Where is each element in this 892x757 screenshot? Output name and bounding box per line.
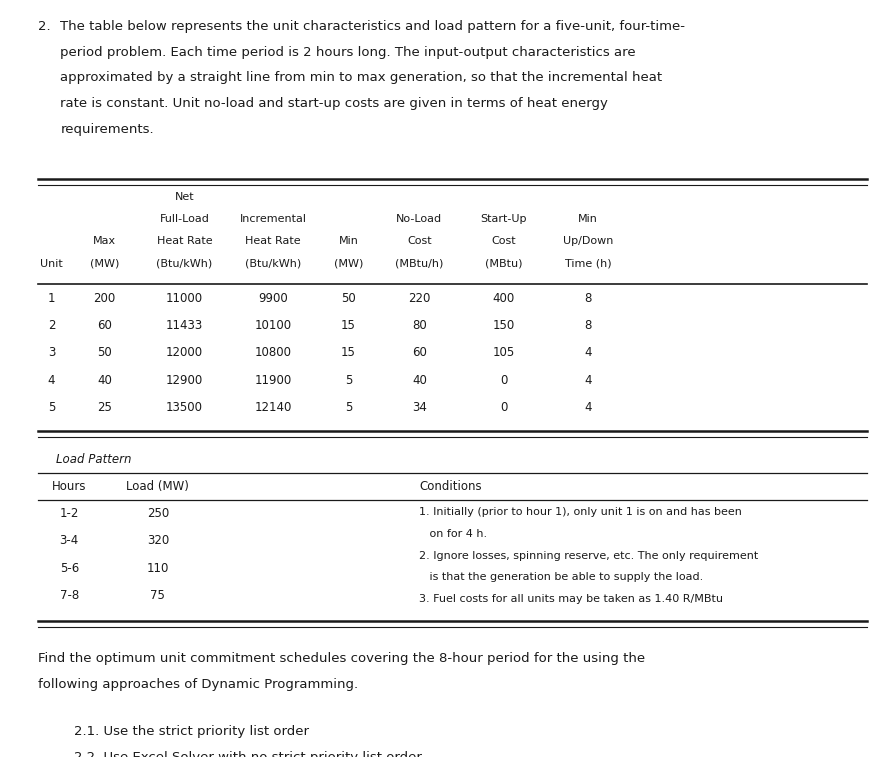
Text: rate is constant. Unit no-load and start-up costs are given in terms of heat ene: rate is constant. Unit no-load and start… <box>61 97 608 111</box>
Text: 9900: 9900 <box>259 292 288 305</box>
Text: 0: 0 <box>500 373 508 387</box>
Text: following approaches of Dynamic Programming.: following approaches of Dynamic Programm… <box>38 678 359 690</box>
Text: 320: 320 <box>147 534 169 547</box>
Text: Full-Load: Full-Load <box>160 214 210 224</box>
Text: 0: 0 <box>500 400 508 413</box>
Text: 2: 2 <box>48 319 55 332</box>
Text: 40: 40 <box>412 373 427 387</box>
Text: (MBtu/h): (MBtu/h) <box>395 259 443 269</box>
Text: Heat Rate: Heat Rate <box>245 236 301 246</box>
Text: 12000: 12000 <box>166 347 203 360</box>
Text: Min: Min <box>339 236 359 246</box>
Text: (Btu/kWh): (Btu/kWh) <box>245 259 301 269</box>
Text: 4: 4 <box>584 373 591 387</box>
Text: 15: 15 <box>341 319 356 332</box>
Text: 40: 40 <box>97 373 112 387</box>
Text: 10800: 10800 <box>254 347 292 360</box>
Text: 25: 25 <box>97 400 112 413</box>
Text: Cost: Cost <box>407 236 432 246</box>
Text: is that the generation be able to supply the load.: is that the generation be able to supply… <box>419 572 704 582</box>
Text: period problem. Each time period is 2 hours long. The input-output characteristi: period problem. Each time period is 2 ho… <box>61 45 636 58</box>
Text: Incremental: Incremental <box>240 214 307 224</box>
Text: (MW): (MW) <box>90 259 120 269</box>
Text: 4: 4 <box>584 400 591 413</box>
Text: 5: 5 <box>345 400 352 413</box>
Text: Hours: Hours <box>52 480 87 493</box>
Text: 2.2. Use Excel Solver with no strict priority list order: 2.2. Use Excel Solver with no strict pri… <box>74 751 422 757</box>
Text: Find the optimum unit commitment schedules covering the 8-hour period for the us: Find the optimum unit commitment schedul… <box>38 652 645 665</box>
Text: Max: Max <box>93 236 116 246</box>
Text: 250: 250 <box>147 507 169 520</box>
Text: 3: 3 <box>48 347 55 360</box>
Text: Up/Down: Up/Down <box>563 236 613 246</box>
Text: The table below represents the unit characteristics and load pattern for a five-: The table below represents the unit char… <box>61 20 685 33</box>
Text: 105: 105 <box>492 347 515 360</box>
Text: 200: 200 <box>94 292 116 305</box>
Text: 5-6: 5-6 <box>60 562 78 575</box>
Text: 15: 15 <box>341 347 356 360</box>
Text: 12140: 12140 <box>254 400 292 413</box>
Text: Start-Up: Start-Up <box>481 214 527 224</box>
Text: 3-4: 3-4 <box>60 534 78 547</box>
Text: 10100: 10100 <box>254 319 292 332</box>
Text: 4: 4 <box>584 347 591 360</box>
Text: Time (h): Time (h) <box>565 259 611 269</box>
Text: 75: 75 <box>151 589 165 602</box>
Text: Min: Min <box>578 214 598 224</box>
Text: Unit: Unit <box>40 259 63 269</box>
Text: 7-8: 7-8 <box>60 589 78 602</box>
Text: approximated by a straight line from min to max generation, so that the incremen: approximated by a straight line from min… <box>61 71 663 84</box>
Text: 8: 8 <box>584 319 591 332</box>
Text: on for 4 h.: on for 4 h. <box>419 529 488 539</box>
Text: 12900: 12900 <box>166 373 203 387</box>
Text: 3. Fuel costs for all units may be taken as 1.40 R/MBtu: 3. Fuel costs for all units may be taken… <box>419 594 723 604</box>
Text: 5: 5 <box>48 400 55 413</box>
Text: 50: 50 <box>341 292 356 305</box>
Text: 8: 8 <box>584 292 591 305</box>
Text: 1-2: 1-2 <box>60 507 79 520</box>
Text: Load (MW): Load (MW) <box>127 480 189 493</box>
Text: 1: 1 <box>48 292 55 305</box>
Text: 11000: 11000 <box>166 292 203 305</box>
Text: requirements.: requirements. <box>61 123 154 136</box>
Text: 2.1. Use the strict priority list order: 2.1. Use the strict priority list order <box>74 725 309 738</box>
Text: 4: 4 <box>48 373 55 387</box>
Text: Conditions: Conditions <box>419 480 482 493</box>
Text: Net: Net <box>175 192 194 201</box>
Text: 110: 110 <box>146 562 169 575</box>
Text: 34: 34 <box>412 400 427 413</box>
Text: 80: 80 <box>412 319 426 332</box>
Text: 50: 50 <box>97 347 112 360</box>
Text: 13500: 13500 <box>166 400 203 413</box>
Text: 11900: 11900 <box>254 373 292 387</box>
Text: 60: 60 <box>412 347 427 360</box>
Text: 11433: 11433 <box>166 319 203 332</box>
Text: 60: 60 <box>97 319 112 332</box>
Text: 1. Initially (prior to hour 1), only unit 1 is on and has been: 1. Initially (prior to hour 1), only uni… <box>419 507 742 517</box>
Text: Load Pattern: Load Pattern <box>56 453 131 466</box>
Text: (Btu/kWh): (Btu/kWh) <box>156 259 212 269</box>
Text: 150: 150 <box>492 319 515 332</box>
Text: Heat Rate: Heat Rate <box>157 236 212 246</box>
Text: 2.: 2. <box>38 20 51 33</box>
Text: 5: 5 <box>345 373 352 387</box>
Text: 2. Ignore losses, spinning reserve, etc. The only requirement: 2. Ignore losses, spinning reserve, etc.… <box>419 551 759 561</box>
Text: Cost: Cost <box>491 236 516 246</box>
Text: (MBtu): (MBtu) <box>485 259 523 269</box>
Text: (MW): (MW) <box>334 259 363 269</box>
Text: 220: 220 <box>409 292 431 305</box>
Text: No-Load: No-Load <box>396 214 442 224</box>
Text: 400: 400 <box>492 292 515 305</box>
